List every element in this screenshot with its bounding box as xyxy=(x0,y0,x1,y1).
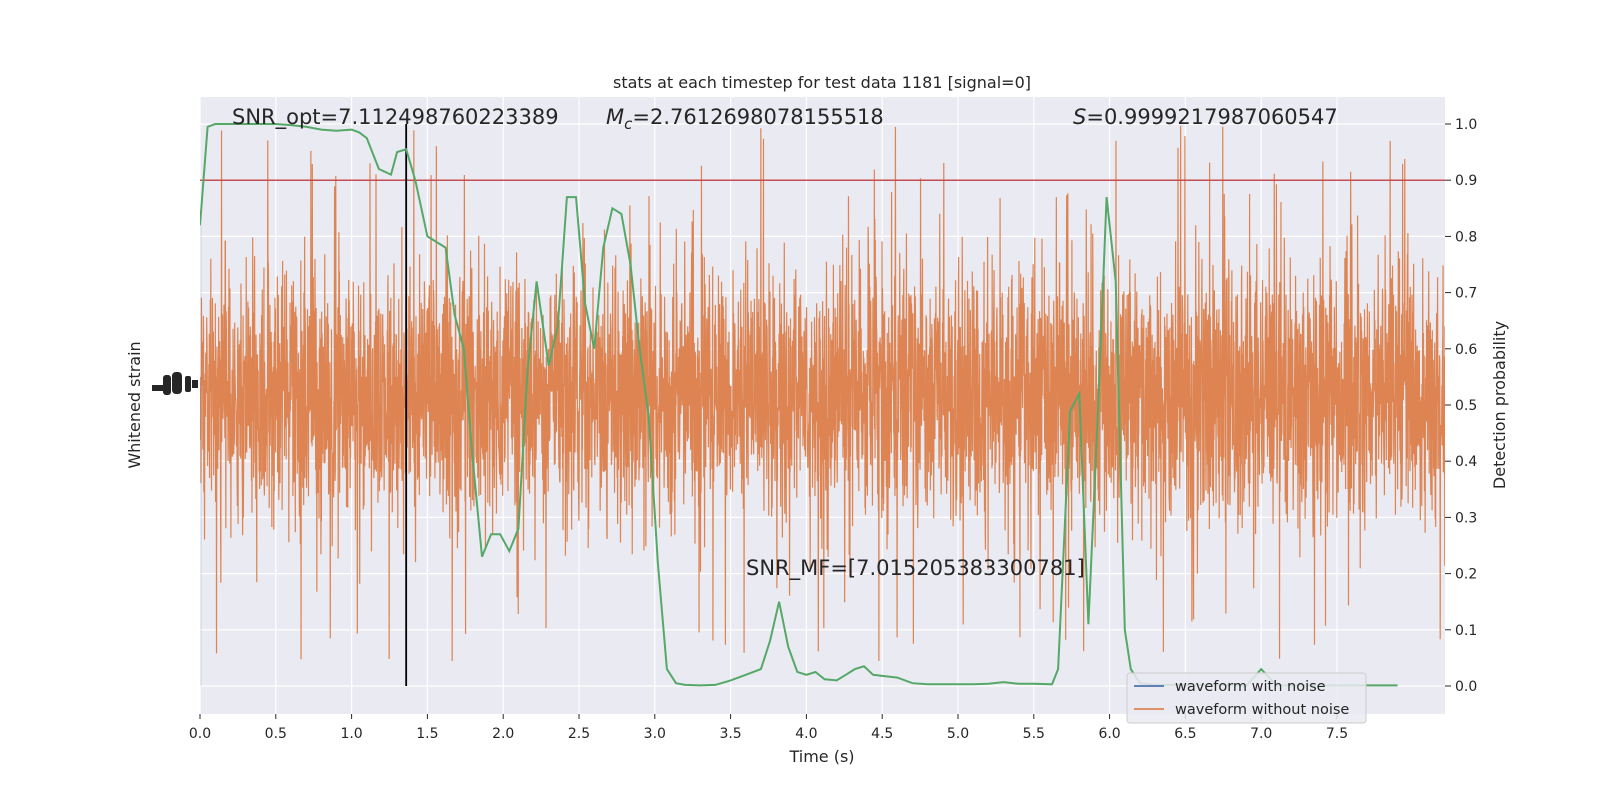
y-tick-label-8: 0.8 xyxy=(1455,229,1477,245)
y-tick-label-7: 0.7 xyxy=(1455,286,1477,302)
detection-probability-line xyxy=(200,123,1398,688)
x-tick-label-9: 4.5 xyxy=(871,726,893,742)
snr-mf-annotation: SNR_MF=[7.015205383300781] xyxy=(746,556,1085,581)
chart-title: stats at each timestep for test data 118… xyxy=(613,73,1031,92)
x-axis-label: Time (s) xyxy=(788,747,854,766)
left-axis-tick-labels xyxy=(152,372,198,395)
x-tick-label-0: 0.0 xyxy=(189,726,211,742)
x-tick-label-4: 2.0 xyxy=(492,726,514,742)
y-axis-right-label: Detection probability xyxy=(1490,321,1509,489)
x-axis: 0.0 0.5 1.0 1.5 2.0 2.5 3.0 3.5 4.0 4.5 5.0 5.5 6.0 6… xyxy=(189,714,1348,742)
x-tick-label-7: 3.5 xyxy=(719,726,741,742)
legend-label-with-noise: waveform with noise xyxy=(1175,679,1326,695)
x-tick-label-6: 3.0 xyxy=(644,726,666,742)
y-tick-label-1: 0.1 xyxy=(1455,623,1477,639)
x-tick-label-15: 7.5 xyxy=(1326,726,1348,742)
x-tick-label-13: 6.5 xyxy=(1174,726,1196,742)
x-tick-label-5: 2.5 xyxy=(568,726,590,742)
y-tick-label-10: 1.0 xyxy=(1455,117,1477,133)
chirp-mass-annotation: Mc=2.7612698078155518 xyxy=(606,105,884,133)
y-tick-label-5: 0.5 xyxy=(1455,398,1477,414)
strain-without-noise-line xyxy=(200,125,1445,662)
y-tick-label-4: 0.4 xyxy=(1455,454,1477,470)
x-tick-label-12: 6.0 xyxy=(1098,726,1120,742)
snr-opt-annotation: SNR_opt=7.112498760223389 xyxy=(232,105,559,130)
x-tick-label-11: 5.5 xyxy=(1023,726,1045,742)
x-tick-label-10: 5.0 xyxy=(947,726,969,742)
y-axis-left-label: Whitened strain xyxy=(125,341,144,468)
s-annotation: S=0.9999217987060547 xyxy=(1073,105,1338,129)
reference-lines xyxy=(200,124,1445,686)
strain-series xyxy=(200,125,1445,686)
x-tick-label-3: 1.5 xyxy=(416,726,438,742)
y-tick-label-0: 0.0 xyxy=(1455,679,1477,695)
y-tick-label-9: 0.9 xyxy=(1455,173,1477,189)
x-tick-label-1: 0.5 xyxy=(265,726,287,742)
y-tick-label-6: 0.6 xyxy=(1455,342,1477,358)
x-tick-label-2: 1.0 xyxy=(340,726,362,742)
legend-label-without-noise: waveform without noise xyxy=(1175,702,1349,718)
y-axis-right: 0.0 0.1 0.2 0.3 0.4 0.5 0.6 0.7 0.8 0.9 1.0 xyxy=(1445,117,1477,695)
x-tick-label-14: 7.0 xyxy=(1250,726,1272,742)
x-tick-label-8: 4.0 xyxy=(795,726,817,742)
y-tick-label-3: 0.3 xyxy=(1455,510,1477,526)
legend: waveform with noise waveform without noi… xyxy=(1126,672,1367,724)
y-tick-label-2: 0.2 xyxy=(1455,567,1477,583)
